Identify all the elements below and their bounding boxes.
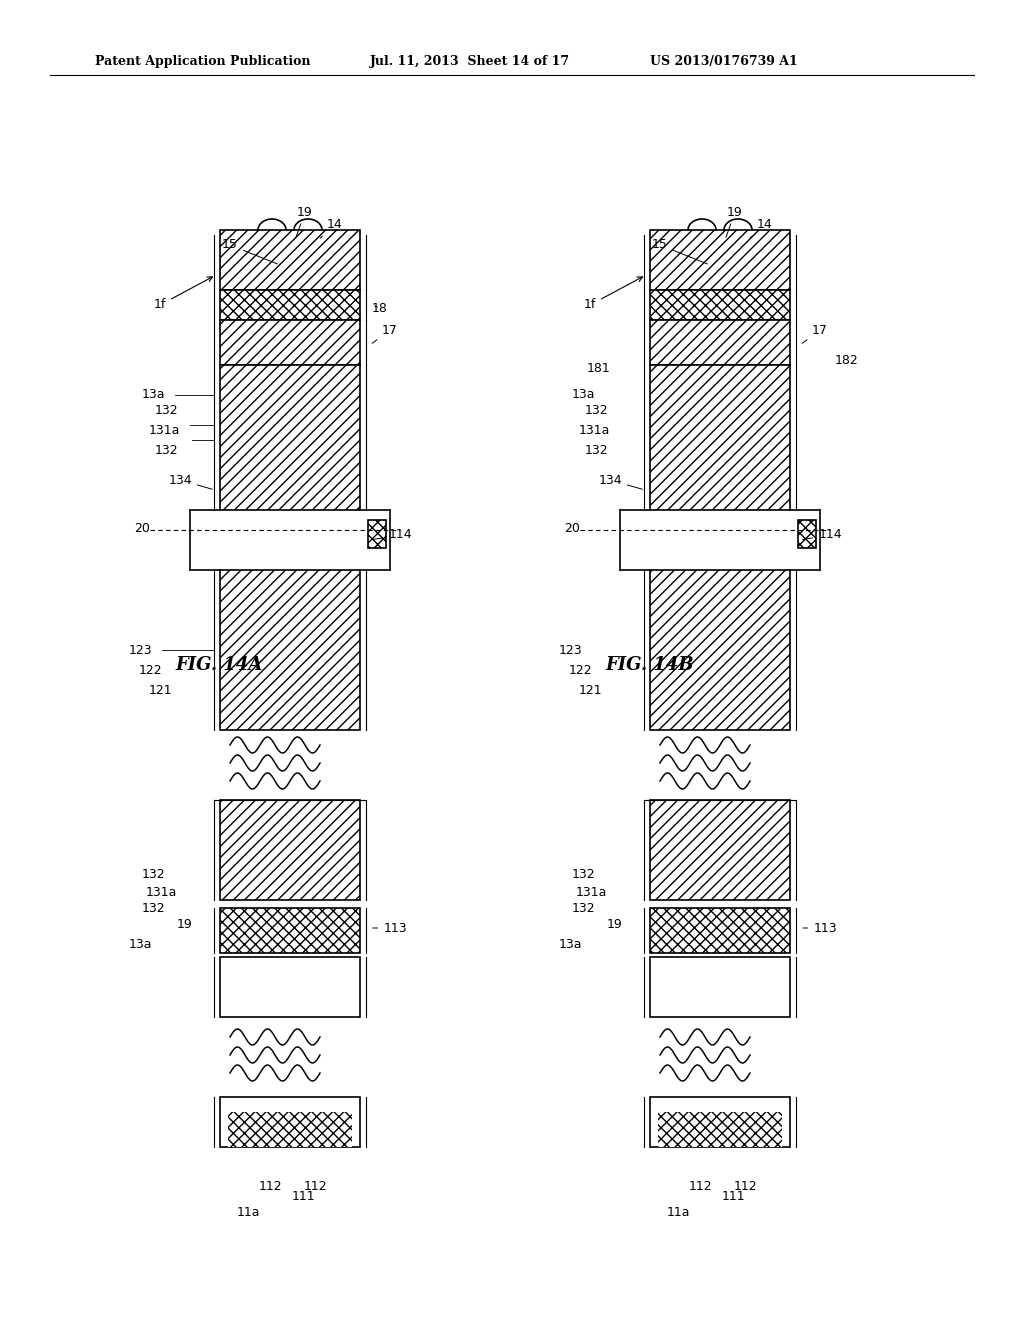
- Text: 121: 121: [579, 684, 602, 697]
- Text: 123: 123: [128, 644, 152, 656]
- Text: 131a: 131a: [575, 886, 607, 899]
- Text: 112: 112: [734, 1180, 758, 1193]
- Text: 19: 19: [176, 919, 193, 932]
- Text: 11a: 11a: [237, 1205, 260, 1218]
- Text: 13a: 13a: [128, 939, 152, 952]
- Text: 13a: 13a: [558, 939, 582, 952]
- Text: 112: 112: [304, 1180, 328, 1193]
- Text: 18: 18: [372, 301, 388, 314]
- Text: FIG. 14A: FIG. 14A: [175, 656, 262, 675]
- Text: 114: 114: [803, 528, 842, 541]
- Bar: [650, 908, 790, 953]
- Text: 15: 15: [652, 239, 708, 264]
- Bar: [220, 290, 360, 319]
- Text: 134: 134: [598, 474, 642, 490]
- Bar: [228, 1111, 352, 1147]
- Bar: [220, 908, 360, 953]
- Text: 112: 112: [258, 1180, 282, 1193]
- Text: 20: 20: [564, 521, 580, 535]
- Text: 181: 181: [587, 362, 610, 375]
- Text: 113: 113: [803, 921, 837, 935]
- Bar: [220, 800, 360, 900]
- Text: 132: 132: [155, 404, 178, 417]
- Text: US 2013/0176739 A1: US 2013/0176739 A1: [650, 55, 798, 69]
- Text: 19: 19: [296, 206, 313, 238]
- Text: 14: 14: [751, 219, 773, 238]
- Text: Jul. 11, 2013  Sheet 14 of 17: Jul. 11, 2013 Sheet 14 of 17: [370, 55, 570, 69]
- Text: Patent Application Publication: Patent Application Publication: [95, 55, 310, 69]
- Text: 1f: 1f: [154, 277, 212, 312]
- Bar: [220, 366, 360, 510]
- Text: 132: 132: [585, 444, 608, 457]
- Text: 19: 19: [606, 919, 622, 932]
- Text: 131a: 131a: [148, 424, 180, 437]
- Text: 132: 132: [585, 404, 608, 417]
- Text: 134: 134: [168, 474, 212, 490]
- Text: 113: 113: [373, 921, 407, 935]
- Text: 182: 182: [835, 354, 859, 367]
- Text: 132: 132: [571, 869, 595, 882]
- Text: 131a: 131a: [579, 424, 610, 437]
- Bar: [650, 290, 790, 319]
- Bar: [220, 230, 360, 290]
- Bar: [650, 1097, 790, 1147]
- Bar: [650, 570, 790, 730]
- Text: 20: 20: [134, 521, 150, 535]
- Text: 111: 111: [292, 1191, 315, 1204]
- Bar: [220, 570, 360, 730]
- Text: 14: 14: [321, 219, 343, 238]
- Text: 17: 17: [802, 323, 828, 343]
- Text: 132: 132: [141, 902, 165, 915]
- Text: 17: 17: [372, 323, 398, 343]
- Text: 132: 132: [155, 444, 178, 457]
- Text: 131a: 131a: [145, 886, 177, 899]
- Text: 19: 19: [726, 206, 742, 238]
- Text: 1f: 1f: [584, 277, 642, 312]
- Bar: [220, 1097, 360, 1147]
- Bar: [368, 520, 386, 548]
- Text: 111: 111: [722, 1191, 745, 1204]
- Bar: [650, 957, 790, 1016]
- Text: 13a: 13a: [571, 388, 595, 401]
- Text: 122: 122: [138, 664, 162, 676]
- Bar: [798, 520, 816, 548]
- Text: FIG. 14B: FIG. 14B: [605, 656, 693, 675]
- Text: 11a: 11a: [667, 1205, 690, 1218]
- Text: 122: 122: [568, 664, 592, 676]
- Bar: [220, 957, 360, 1016]
- Text: 15: 15: [222, 239, 278, 264]
- Text: 112: 112: [688, 1180, 712, 1193]
- Bar: [650, 230, 790, 290]
- Text: 13a: 13a: [141, 388, 165, 401]
- Bar: [650, 800, 790, 900]
- Text: 121: 121: [148, 684, 172, 697]
- Text: 132: 132: [141, 869, 165, 882]
- Bar: [658, 1111, 782, 1147]
- Text: 114: 114: [373, 528, 412, 541]
- Bar: [650, 319, 790, 366]
- Text: 132: 132: [571, 902, 595, 915]
- Bar: [650, 366, 790, 510]
- Text: 123: 123: [558, 644, 582, 656]
- Bar: [220, 319, 360, 366]
